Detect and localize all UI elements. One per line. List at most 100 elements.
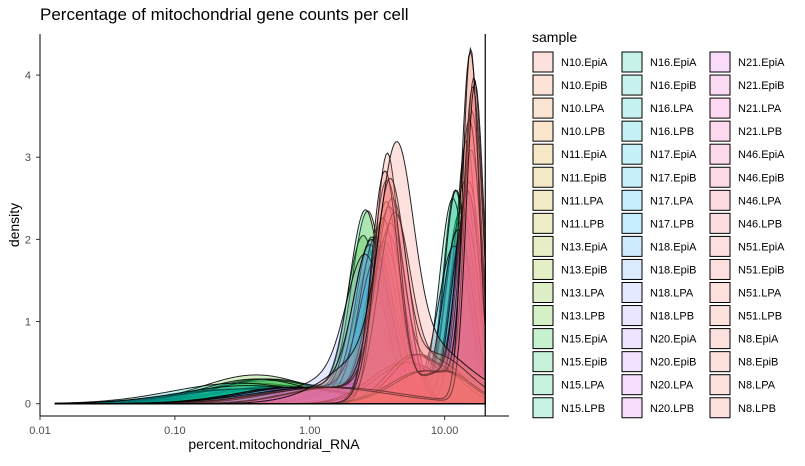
legend-label: N21.EpiA — [738, 57, 785, 69]
legend-swatch — [532, 305, 554, 327]
legend-swatch — [532, 235, 554, 257]
legend-swatch — [532, 74, 554, 96]
legend-label: N15.LPB — [561, 403, 605, 415]
y-tick-label: 3 — [25, 152, 31, 164]
legend-swatch — [532, 258, 554, 280]
legend-item: N20.EpiB — [621, 351, 696, 373]
legend-item: N13.EpiB — [532, 258, 607, 280]
legend-swatch — [621, 258, 643, 280]
legend-item: N18.LPB — [621, 305, 694, 327]
legend-swatch — [621, 282, 643, 303]
legend-label: N46.EpiB — [738, 172, 784, 184]
legend-item: N16.LPB — [621, 120, 694, 142]
legend-label: N18.LPA — [650, 288, 694, 300]
legend-item: N21.LPB — [709, 120, 782, 142]
legend-swatch — [621, 374, 643, 396]
legend-item: N16.EpiB — [621, 74, 696, 96]
legend-item: N20.LPA — [621, 374, 694, 396]
legend-swatch — [621, 74, 643, 96]
legend-swatch — [709, 51, 731, 73]
legend-label: N8.LPB — [738, 403, 776, 415]
legend-label: N8.EpiA — [738, 334, 779, 346]
density-curve-N15.LPB — [54, 236, 486, 405]
legend-item: N17.EpiB — [621, 166, 696, 188]
legend-label: N51.EpiA — [738, 241, 785, 253]
legend-item: N21.EpiB — [709, 74, 784, 96]
chart-title: Percentage of mitochondrial gene counts … — [40, 5, 409, 24]
legend-item: N8.EpiA — [709, 328, 779, 350]
legend-item: N13.LPB — [532, 305, 605, 327]
legend-label: N21.LPA — [738, 103, 782, 115]
legend-label: N17.LPA — [650, 195, 694, 207]
legend-item: N15.EpiB — [532, 351, 607, 373]
legend-label: N13.LPB — [561, 311, 605, 323]
legend-item: N17.EpiA — [621, 143, 697, 165]
y-axis-ticks: 0 1 2 3 4 — [25, 70, 40, 411]
legend-swatch — [709, 374, 731, 396]
legend-swatch — [709, 166, 731, 188]
legend-label: N46.EpiA — [738, 149, 785, 161]
legend-label: N10.LPA — [561, 103, 605, 115]
legend-label: N13.LPA — [561, 288, 605, 300]
legend-item: N17.LPA — [621, 189, 694, 211]
legend-label: N16.LPA — [650, 103, 694, 115]
legend-label: N20.LPB — [650, 403, 694, 415]
legend-swatch — [532, 212, 554, 234]
legend-swatch — [621, 212, 643, 234]
legend-item: N46.LPB — [709, 212, 782, 234]
legend-item: N11.EpiA — [532, 143, 607, 165]
legend-label: N11.EpiA — [561, 149, 607, 161]
density-series-layer — [54, 46, 486, 405]
legend-swatch — [532, 166, 554, 188]
legend-item: N8.LPA — [709, 374, 776, 396]
density-curve-N16.LPB — [54, 235, 486, 405]
legend-label: N8.EpiB — [738, 357, 778, 369]
legend-swatch — [532, 143, 554, 165]
legend-label: N51.EpiB — [738, 264, 784, 276]
legend-item: N16.LPA — [621, 97, 694, 119]
legend-swatch — [621, 328, 643, 350]
legend-label: N17.EpiB — [650, 172, 696, 184]
legend-label: N18.EpiB — [650, 264, 696, 276]
x-tick-label: 0.10 — [164, 425, 185, 437]
legend-swatch — [621, 120, 643, 142]
legend-title: sample — [532, 29, 577, 45]
legend-swatch — [709, 351, 731, 373]
y-tick-label: 1 — [25, 317, 31, 329]
legend-item: N20.LPB — [621, 397, 694, 419]
y-axis-label: density — [6, 203, 22, 247]
legend-swatch — [709, 143, 731, 165]
legend-item: N17.LPB — [621, 212, 694, 234]
legend-label: N10.EpiA — [561, 57, 608, 69]
legend-swatch — [532, 351, 554, 373]
legend-swatch — [709, 397, 731, 419]
legend-item: N51.EpiB — [709, 258, 784, 280]
legend-swatch — [709, 282, 731, 303]
legend-label: N46.LPA — [738, 195, 782, 207]
legend-swatch — [709, 189, 731, 211]
legend-swatch — [709, 235, 731, 257]
x-tick-label: 10.00 — [431, 425, 459, 437]
legend-swatch — [621, 143, 643, 165]
legend-label: N46.LPB — [738, 218, 782, 230]
legend-item: N10.EpiB — [532, 74, 607, 96]
legend-swatch — [532, 397, 554, 419]
legend-item: N51.LPA — [709, 282, 782, 303]
legend-item: N18.EpiB — [621, 258, 696, 280]
legend-item: N8.EpiB — [709, 351, 778, 373]
legend-label: N13.EpiB — [561, 264, 607, 276]
legend-swatch — [532, 328, 554, 350]
legend-swatch — [532, 189, 554, 211]
legend-label: N13.EpiA — [561, 241, 608, 253]
legend-item: N15.LPA — [532, 374, 605, 396]
legend-item: N11.LPB — [532, 212, 604, 234]
legend-label: N18.EpiA — [650, 241, 697, 253]
legend-item: N15.LPB — [532, 397, 605, 419]
legend-label: N10.LPB — [561, 126, 605, 138]
legend-label: N16.EpiA — [650, 57, 697, 69]
legend-label: N51.LPA — [738, 288, 782, 300]
legend: sample N10.EpiA N10.EpiB N10.LPA N10.LPB N11… — [532, 29, 785, 419]
legend-label: N16.LPB — [650, 126, 694, 138]
